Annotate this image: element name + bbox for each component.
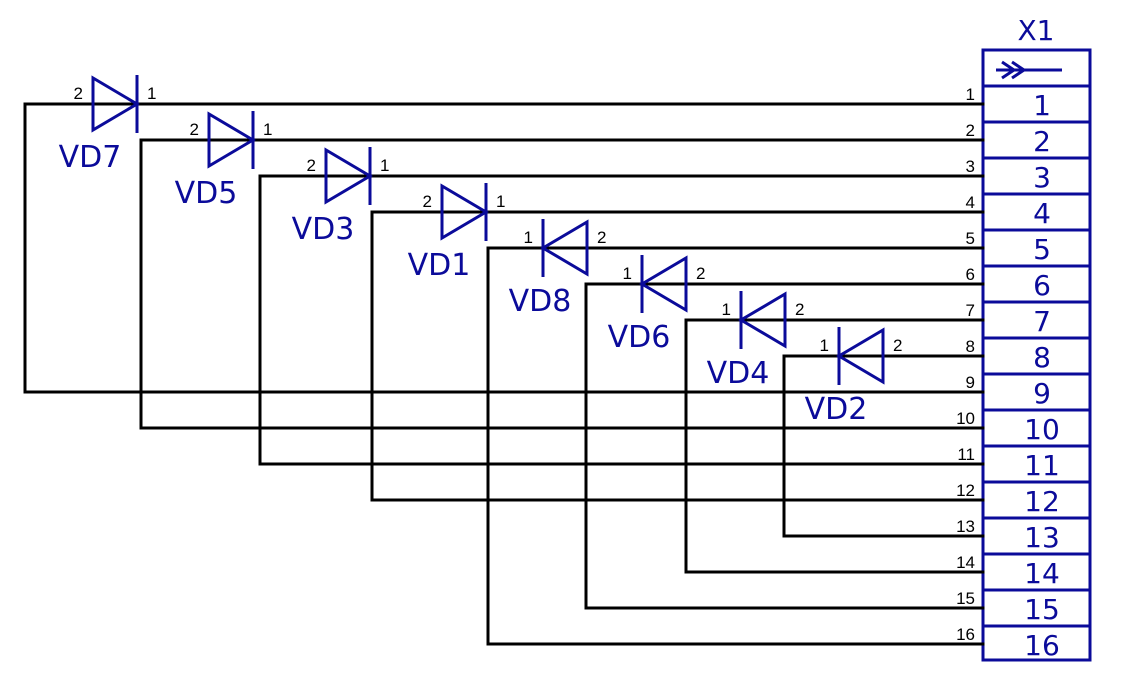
connector-pin-number: 8 (1033, 341, 1051, 374)
connector-pin-row: 16 (1024, 629, 1060, 662)
wire-pin-label: 13 (956, 517, 975, 536)
wire-pin-label: 10 (956, 409, 975, 428)
wire-pin-label: 8 (966, 337, 975, 356)
diode-vd6: 1 2 VD6 (608, 255, 706, 355)
diode-refdes: VD3 (292, 212, 355, 247)
connector-pin-number: 5 (1033, 233, 1051, 266)
diode-pin-label-right: 2 (893, 336, 902, 355)
diode-vd3: 2 1 VD3 (292, 147, 390, 247)
diode-pin-label-left: 1 (722, 300, 731, 319)
diode-pin-label-left: 1 (820, 336, 829, 355)
diode-pin-label-left: 2 (190, 120, 199, 139)
wire-pin-label: 9 (966, 373, 975, 392)
diode-pin-label-right: 1 (380, 156, 389, 175)
connector-pin-number: 2 (1033, 125, 1051, 158)
diode-vd5: 2 1 VD5 (175, 111, 273, 211)
wire-pin-label: 1 (966, 85, 975, 104)
diode-refdes: VD5 (175, 176, 238, 211)
connector-pin-number: 4 (1033, 197, 1051, 230)
connector-pin-number: 11 (1024, 449, 1060, 482)
diode-refdes: VD4 (707, 356, 770, 391)
connector-pin-number: 6 (1033, 269, 1051, 302)
wire-pin-label: 15 (956, 589, 975, 608)
diode-pin-label-right: 1 (263, 120, 272, 139)
diode-refdes: VD8 (509, 284, 572, 319)
wire-pin-label: 4 (966, 193, 975, 212)
wire-pin-label: 7 (966, 301, 975, 320)
wire-pin-label: 6 (966, 265, 975, 284)
wire-pin-label: 3 (966, 157, 975, 176)
connector-pin-number: 7 (1033, 305, 1051, 338)
connector-pin-number: 14 (1024, 557, 1060, 590)
connector-pin-number: 12 (1024, 485, 1060, 518)
diode-pin-label-left: 2 (307, 156, 316, 175)
diode-pin-label-right: 1 (496, 192, 505, 211)
diode-pin-label-left: 2 (423, 192, 432, 211)
diode-pin-label-right: 2 (795, 300, 804, 319)
wire-pin-label: 5 (966, 229, 975, 248)
diode-pin-label-left: 1 (524, 228, 533, 247)
diode-refdes: VD1 (408, 248, 471, 283)
diode-pin-label-right: 1 (147, 84, 156, 103)
diode-pin-label-right: 2 (696, 264, 705, 283)
diode-vd2: 1 2 VD2 (805, 327, 903, 427)
connector-pin-number: 13 (1024, 521, 1060, 554)
diode-refdes: VD6 (608, 320, 671, 355)
diode-refdes: VD2 (805, 392, 868, 427)
connector-pin-number: 1 (1033, 89, 1051, 122)
wire-pin-label: 14 (956, 553, 975, 572)
wire-pin-label: 2 (966, 121, 975, 140)
diode-pin-label-left: 2 (74, 84, 83, 103)
diode-refdes: VD7 (59, 140, 122, 175)
connector-pin-number: 15 (1024, 593, 1060, 626)
diode-vd4: 1 2 VD4 (707, 291, 805, 391)
connector-pin-number: 9 (1033, 377, 1051, 410)
diode-pin-label-right: 2 (597, 228, 606, 247)
diode-vd8: 1 2 VD8 (509, 219, 607, 319)
diode-pin-label-left: 1 (623, 264, 632, 283)
wire-pin-label: 11 (957, 445, 975, 464)
wire-pin-label: 16 (956, 625, 975, 644)
connector-pin-number: 10 (1024, 413, 1060, 446)
connector-refdes: X1 (1018, 14, 1055, 47)
connector-pin-number: 16 (1024, 629, 1060, 662)
connector-pin-number: 3 (1033, 161, 1051, 194)
diode-vd1: 2 1 VD1 (408, 183, 506, 283)
wire-pin-label: 12 (956, 481, 975, 500)
